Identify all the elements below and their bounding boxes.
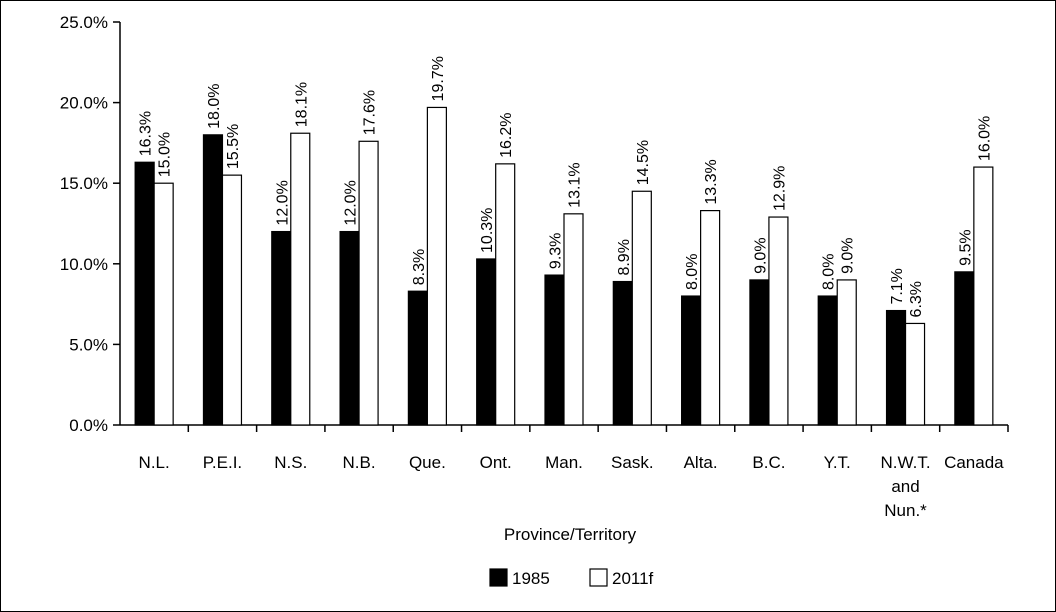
y-tick-label: 10.0%	[60, 255, 108, 274]
y-tick-label: 5.0%	[69, 335, 108, 354]
x-tick-label: P.E.I.	[203, 453, 242, 472]
bar-1985	[817, 295, 838, 426]
legend-swatch-1985	[489, 568, 508, 587]
data-label: 13.1%	[567, 162, 584, 207]
x-tick-label: Alta.	[684, 453, 718, 472]
data-label: 12.9%	[771, 166, 788, 211]
x-tick-label: and	[891, 477, 919, 496]
bar-2011f	[904, 322, 926, 426]
bar-1985	[885, 309, 907, 426]
data-label: 9.3%	[548, 233, 565, 269]
data-label: 16.2%	[498, 112, 515, 157]
data-label: 6.3%	[908, 281, 925, 317]
bar-1985	[612, 280, 633, 426]
data-label: 18.1%	[293, 82, 310, 127]
bar-1985	[134, 161, 155, 426]
y-tick-label: 15.0%	[60, 174, 108, 193]
bar-2011f	[700, 210, 721, 426]
x-tick-label: B.C.	[752, 453, 785, 472]
bar-2011f	[631, 190, 652, 426]
bar-2011f	[358, 140, 379, 426]
data-label: 10.3%	[479, 208, 496, 253]
x-tick-label: N.L.	[139, 453, 170, 472]
chart-data-labels: 16.3% 15.0% 18.0%15.5% 12.0% 18.1% 12.0% 17.6%…	[138, 56, 994, 317]
x-tick-label: Ont.	[480, 453, 512, 472]
y-tick-label: 20.0%	[60, 94, 108, 113]
data-label: 19.7%	[430, 56, 447, 101]
bar-1985	[339, 230, 360, 426]
bar-2011f	[973, 166, 994, 426]
legend-label-1985: 1985	[512, 569, 550, 588]
bar-2011f	[563, 213, 584, 426]
x-tick-label: N.W.T.	[881, 453, 931, 472]
x-tick-label: N.B.	[343, 453, 376, 472]
bar-2011f	[495, 163, 516, 426]
data-label: 9.0%	[840, 237, 857, 273]
data-label: 8.0%	[821, 254, 838, 290]
bar-1985	[544, 274, 565, 426]
data-label: 8.9%	[616, 239, 633, 275]
bar-1985	[954, 271, 975, 426]
data-label: 15.0%	[157, 132, 174, 177]
bar-1985	[749, 279, 770, 426]
bar-1985	[271, 230, 292, 426]
bar-2011f	[153, 182, 174, 426]
data-label: 17.6%	[362, 90, 379, 135]
bar-1985	[681, 295, 702, 426]
chart-bars	[134, 106, 994, 426]
data-label: 7.1%	[889, 268, 906, 304]
bar-1985	[202, 134, 224, 426]
data-label: 13.3%	[703, 159, 720, 204]
data-label: 9.0%	[752, 237, 769, 273]
x-tick-label: Canada	[944, 453, 1004, 472]
data-label: 8.0%	[684, 254, 701, 290]
bar-2011f	[221, 174, 243, 426]
chart-axes: 0.0% 5.0% 10.0% 15.0% 20.0% 25.0%	[60, 13, 1009, 435]
data-label: 14.5%	[635, 140, 652, 185]
x-tick-label: Y.T.	[824, 453, 851, 472]
bar-2011f	[290, 132, 311, 426]
data-label: 15.5%	[225, 124, 242, 169]
bar-2011f	[426, 106, 447, 426]
x-axis-title: Province/Territory	[504, 525, 637, 544]
x-tick-label: Sask.	[611, 453, 654, 472]
bar-1985	[476, 258, 497, 426]
data-label: 16.3%	[138, 111, 155, 156]
data-label: 12.0%	[343, 180, 360, 225]
data-label: 18.0%	[206, 83, 223, 128]
chart-category-labels: N.L. P.E.I. N.S. N.B. Que. Ont. Man. Sask. Alta.…	[139, 453, 1005, 520]
y-tick-label: 25.0%	[60, 13, 108, 32]
x-tick-label: N.S.	[274, 453, 307, 472]
y-tick-label: 0.0%	[69, 416, 108, 435]
chart-legend: 1985 2011f	[489, 568, 654, 588]
legend-swatch-2011f	[589, 568, 608, 587]
data-label: 9.5%	[957, 229, 974, 265]
bar-1985	[407, 290, 428, 426]
legend-label-2011f: 2011f	[612, 569, 654, 588]
data-label: 16.0%	[976, 116, 993, 161]
data-label: 8.3%	[411, 249, 428, 285]
bar-2011f	[836, 279, 857, 426]
bar-2011f	[768, 216, 789, 426]
x-tick-label: Que.	[409, 453, 446, 472]
x-tick-label: Nun.*	[884, 501, 927, 520]
x-tick-label: Man.	[545, 453, 583, 472]
data-label: 12.0%	[274, 180, 291, 225]
